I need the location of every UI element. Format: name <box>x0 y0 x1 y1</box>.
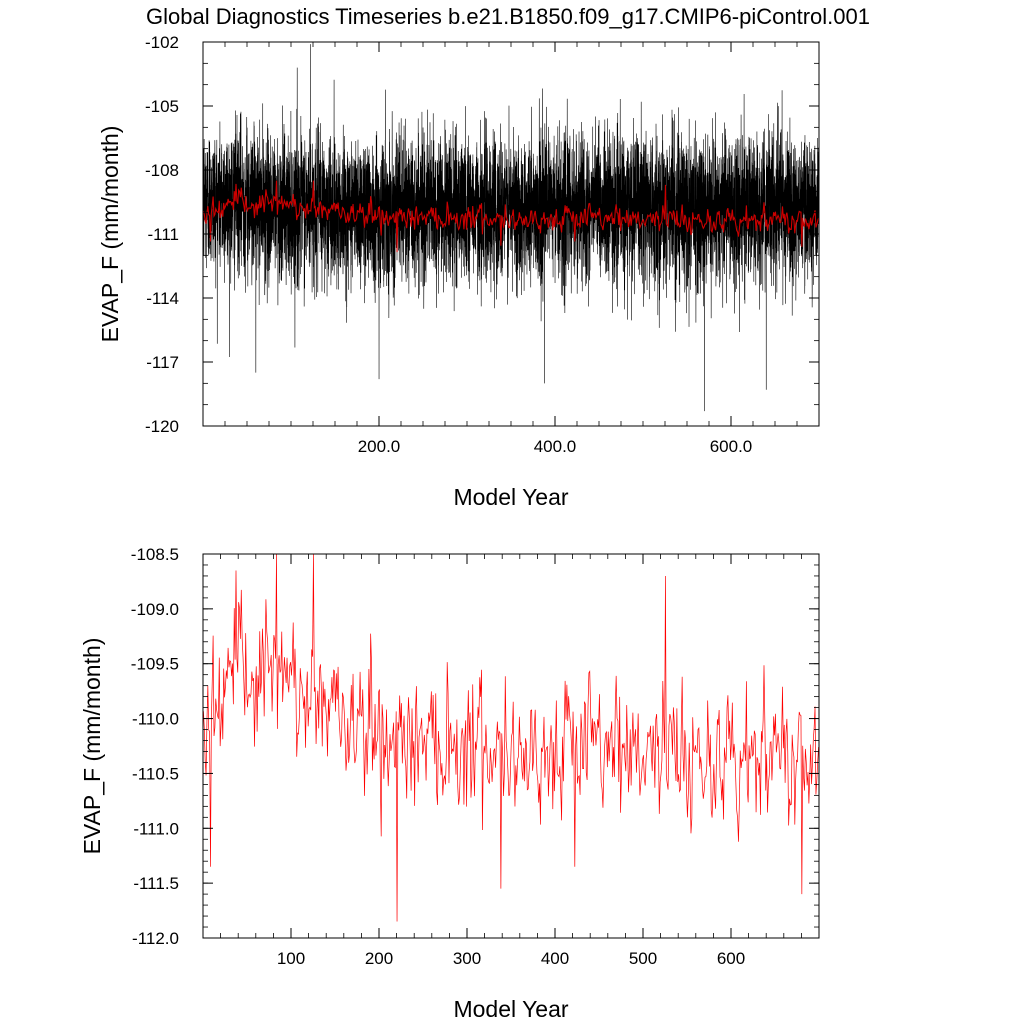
y-tick-label: -114 <box>146 289 179 308</box>
y-tick-label: -117 <box>146 353 179 372</box>
y-tick-label: -110.0 <box>132 710 179 729</box>
series-line-annual <box>203 554 819 922</box>
x-tick-label: 100 <box>277 949 305 968</box>
y-tick-label: -111 <box>147 225 179 244</box>
x-tick-label: 500 <box>629 949 657 968</box>
y-tick-label: -112.0 <box>132 929 179 948</box>
x-axis-label: Model Year <box>453 996 568 1022</box>
y-axis-label: EVAP_F (mm/month) <box>79 638 105 855</box>
y-tick-label: -109.0 <box>131 600 179 619</box>
series-layer <box>203 554 819 922</box>
y-tick-label: -120 <box>145 417 179 436</box>
x-axis-label: Model Year <box>453 484 568 510</box>
y-tick-label: -108 <box>145 161 179 180</box>
x-tick-label: 400.0 <box>534 437 577 456</box>
y-tick-label: -110.5 <box>132 764 179 783</box>
x-tick-label: 200.0 <box>358 437 401 456</box>
x-tick-label: 300 <box>453 949 481 968</box>
y-tick-label: -109.5 <box>131 655 179 674</box>
plot-frame <box>202 553 820 939</box>
panel-monthly-timeseries: 200.0 400.0 600.0 -120 -117 -114 -111 -108 -105 -… <box>97 33 820 510</box>
axes: 200.0 400.0 600.0 -120 -117 -114 -111 -108 -105 -… <box>145 33 820 456</box>
y-tick-label: -102 <box>145 33 179 52</box>
series-layer <box>203 44 819 412</box>
y-tick-label: -111.0 <box>133 819 179 838</box>
y-tick-label: -111.5 <box>133 874 179 893</box>
figure-title: Global Diagnostics Timeseries b.e21.B185… <box>146 4 870 29</box>
series-line-annual <box>203 180 819 253</box>
series-line-monthly <box>203 44 819 412</box>
x-tick-label: 200 <box>365 949 393 968</box>
axes: 100 200 300 400 500 600 -112.0 -111.5 -111.0 -110… <box>131 545 820 968</box>
y-tick-label: -108.5 <box>131 545 179 564</box>
panel-annual-timeseries: 100 200 300 400 500 600 -112.0 -111.5 -111.0 -110… <box>79 545 820 1022</box>
y-axis-label: EVAP_F (mm/month) <box>97 126 123 343</box>
x-tick-label: 600 <box>717 949 745 968</box>
x-tick-label: 600.0 <box>710 437 753 456</box>
y-tick-label: -105 <box>145 97 179 116</box>
x-tick-label: 400 <box>541 949 569 968</box>
